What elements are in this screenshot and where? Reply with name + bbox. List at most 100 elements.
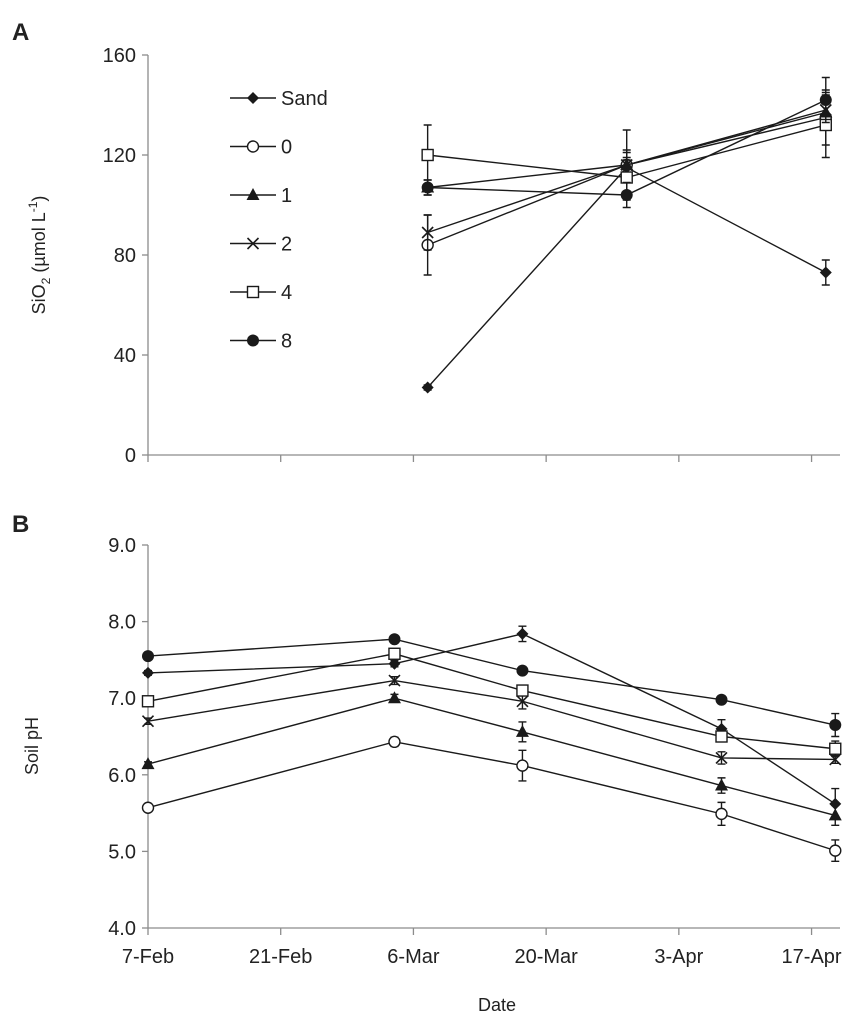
ph-x-tick-label: 17-Apr [782, 946, 842, 968]
data-point [829, 797, 842, 810]
ph-x-tick-label: 20-Mar [514, 946, 578, 968]
marker-shape [246, 285, 260, 299]
panel-label-a: A [12, 19, 29, 46]
marker-shape [829, 719, 842, 732]
marker-shape [388, 674, 401, 687]
marker-shape [142, 666, 154, 679]
data-point [715, 751, 728, 765]
data-point [388, 633, 401, 646]
data-point [515, 724, 529, 737]
marker-shape [715, 730, 728, 743]
data-point [387, 691, 401, 704]
ph-series [141, 625, 842, 863]
marker-shape [516, 664, 529, 677]
marker-shape [246, 140, 260, 153]
marker-shape [246, 237, 260, 250]
marker-shape [829, 844, 842, 857]
legend-label: 4 [281, 282, 292, 304]
silica-series [421, 76, 833, 394]
silica-y-tick-label: 160 [103, 45, 136, 67]
marker-shape [421, 381, 434, 394]
ph-x-tick-label: 21-Feb [249, 946, 312, 968]
data-point [421, 148, 434, 162]
ph-series-sand [142, 625, 842, 820]
silica-y-tick-label: 40 [114, 345, 136, 367]
marker-shape [141, 801, 155, 814]
marker-shape [828, 808, 842, 821]
silica-series-4 [421, 91, 832, 196]
legend-entry-0: 0 [230, 137, 292, 159]
marker-shape [515, 724, 529, 737]
ph-y-tick-label: 9.0 [108, 535, 136, 557]
panel-label-b: B [12, 511, 29, 538]
data-point [819, 266, 832, 279]
marker-shape [516, 759, 529, 772]
series-line [147, 697, 836, 817]
data-point [388, 657, 401, 670]
data-point [829, 719, 842, 732]
ph-series-2 [141, 674, 842, 766]
marker-shape [388, 633, 401, 646]
ph-x-tick-label: 7-Feb [122, 946, 174, 968]
ph-y-tick-label: 8.0 [108, 612, 136, 634]
data-point [141, 695, 155, 708]
data-point [829, 844, 842, 857]
silica-y-tick-label: 120 [103, 145, 136, 167]
data-point [620, 171, 633, 184]
data-point [141, 715, 155, 728]
marker-shape [388, 735, 401, 749]
legend-label: Sand [281, 88, 328, 110]
data-point [516, 695, 529, 708]
marker-shape [421, 148, 434, 162]
marker-shape [620, 189, 633, 201]
legend-label: 2 [281, 234, 292, 256]
ph-y-tick-label: 7.0 [108, 688, 136, 710]
marker-shape [715, 751, 728, 765]
data-point [142, 666, 154, 679]
marker-shape [516, 695, 529, 708]
legend-marker [247, 92, 259, 104]
marker-shape [247, 92, 259, 104]
data-point [516, 664, 529, 677]
legend-entry-4: 4 [230, 282, 292, 304]
legend-label: 1 [281, 185, 292, 207]
marker-shape [516, 684, 529, 697]
legend-label: 8 [281, 331, 292, 353]
data-point [516, 684, 529, 697]
silica-series-8 [421, 76, 832, 209]
ph-x-axis-title: Date [478, 995, 516, 1015]
marker-shape [715, 778, 729, 791]
data-point [828, 808, 842, 821]
ph-y-tick-label: 4.0 [108, 918, 136, 940]
data-point [829, 742, 842, 755]
marker-shape [421, 226, 434, 239]
marker-shape [141, 715, 155, 728]
marker-shape [715, 807, 728, 821]
marker-shape [388, 647, 401, 660]
data-point [819, 94, 832, 106]
marker-shape [141, 695, 155, 708]
marker-shape [829, 742, 842, 755]
ph-series-4 [141, 647, 842, 758]
marker-shape [387, 691, 401, 704]
ph-y-tick-label: 5.0 [108, 841, 136, 863]
ph-series-0 [141, 735, 842, 863]
ph-series-8 [142, 633, 842, 738]
legend-entry-2: 2 [230, 234, 292, 256]
marker-shape [620, 171, 633, 184]
data-point [715, 730, 728, 743]
marker-shape [819, 266, 832, 279]
data-point [516, 627, 529, 640]
legend-entry-sand: Sand [230, 88, 328, 110]
marker-shape [247, 334, 259, 347]
data-point [620, 189, 633, 201]
ph-x-tick-label: 6-Mar [387, 946, 440, 968]
data-point [141, 757, 155, 770]
data-point [715, 778, 729, 791]
ph-axes: 4.0 5.0 6.0 7.0 8.0 9.0 7-Feb 21-Feb 6-Mar 20-Mar… [108, 535, 842, 968]
marker-shape [388, 657, 401, 670]
legend-marker [246, 237, 260, 250]
data-point [388, 674, 401, 687]
legend-marker [246, 140, 260, 153]
